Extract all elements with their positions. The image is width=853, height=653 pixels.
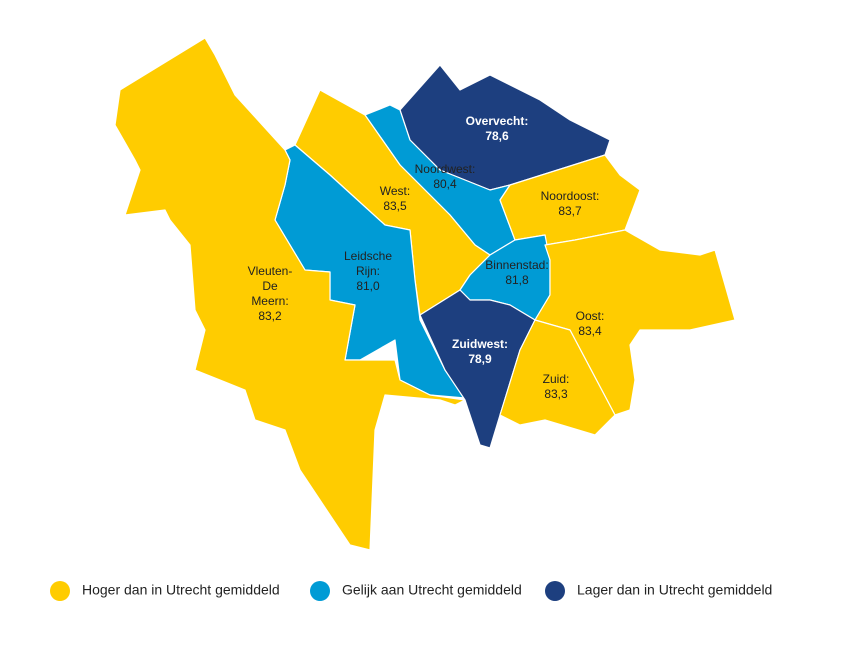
- district-name: Meern:: [251, 294, 288, 308]
- district-value: 81,0: [356, 279, 380, 293]
- district-value: 83,5: [383, 199, 407, 213]
- district-shape: [534, 229, 736, 416]
- district-name: Oost:: [576, 309, 605, 323]
- legend-label: Hoger dan in Utrecht gemiddeld: [82, 582, 280, 598]
- district-name: Noordwest:: [415, 162, 476, 176]
- district-name: Rijn:: [356, 264, 380, 278]
- district-value: 78,6: [485, 129, 509, 143]
- district-value: 83,2: [258, 309, 282, 323]
- district-value: 83,4: [578, 324, 602, 338]
- district-name: West:: [380, 184, 410, 198]
- district-name: Overvecht:: [466, 114, 529, 128]
- district-name: Leidsche: [344, 249, 392, 263]
- district-value: 80,4: [433, 177, 457, 191]
- district-name: Binnenstad:: [485, 258, 548, 272]
- district-name: Noordoost:: [541, 189, 600, 203]
- district-shape: [499, 319, 616, 436]
- district-name: De: [262, 279, 278, 293]
- legend-swatch: [545, 581, 565, 601]
- district-value: 81,8: [505, 273, 529, 287]
- district-name: Zuidwest:: [452, 337, 508, 351]
- district-name: Vleuten-: [248, 264, 293, 278]
- district-value: 83,7: [558, 204, 582, 218]
- district-name: Zuid:: [543, 372, 570, 386]
- legend-label: Lager dan in Utrecht gemiddeld: [577, 582, 772, 598]
- legend-label: Gelijk aan Utrecht gemiddeld: [342, 582, 522, 598]
- district-value: 78,9: [468, 352, 492, 366]
- legend-swatch: [310, 581, 330, 601]
- legend-swatch: [50, 581, 70, 601]
- districts: [114, 37, 736, 551]
- district-shape: [114, 37, 466, 551]
- district-value: 83,3: [544, 387, 568, 401]
